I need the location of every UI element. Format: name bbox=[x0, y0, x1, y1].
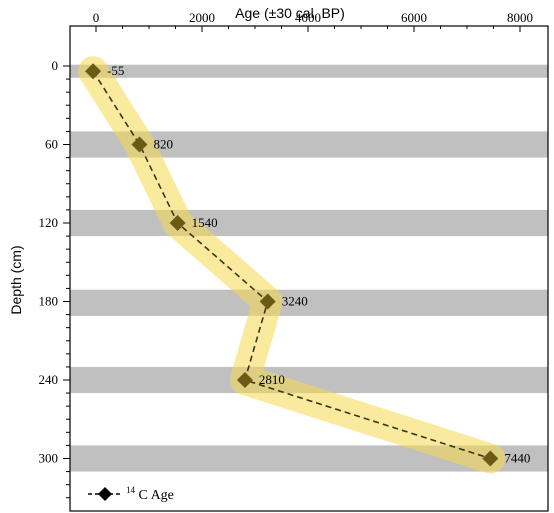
legend-series-name: C Age bbox=[139, 488, 174, 503]
data-label-0: -55 bbox=[107, 63, 124, 78]
y-tick-label-240: 240 bbox=[39, 372, 59, 387]
data-markers bbox=[85, 63, 499, 467]
y-tick-label-300: 300 bbox=[39, 450, 59, 465]
y-tick-label-0: 0 bbox=[52, 58, 59, 73]
legend-diamond-marker bbox=[98, 487, 112, 501]
legend-superscript: 14 bbox=[126, 485, 136, 495]
x-tick-label-8000: 8000 bbox=[507, 10, 533, 25]
data-point-4 bbox=[236, 371, 253, 388]
data-point-0 bbox=[85, 63, 102, 80]
data-labels: -55 820 1540 3240 2810 7440 bbox=[107, 63, 530, 465]
data-label-3: 3240 bbox=[282, 293, 308, 308]
y-tick-label-120: 120 bbox=[39, 215, 59, 230]
sample-band-3 bbox=[70, 289, 548, 316]
x-axis-title-name: Age bbox=[235, 5, 260, 21]
series-line bbox=[92, 70, 491, 460]
x-tick-label-2000: 2000 bbox=[189, 10, 215, 25]
legend-label: 14 C Age bbox=[126, 482, 174, 503]
plot-frame bbox=[69, 25, 549, 512]
data-label-2: 1540 bbox=[192, 215, 218, 230]
y-tick-label-180: 180 bbox=[39, 293, 59, 308]
data-label-4: 2810 bbox=[259, 372, 285, 387]
data-point-3 bbox=[259, 293, 276, 310]
sample-band-2 bbox=[70, 209, 548, 237]
x-axis-title: Age (±30 cal. BP) bbox=[235, 5, 345, 21]
legend: 14 C Age bbox=[88, 482, 174, 503]
data-point-1 bbox=[131, 136, 148, 153]
data-label-1: 820 bbox=[153, 136, 173, 151]
data-point-2 bbox=[169, 214, 186, 231]
data-point-5 bbox=[482, 450, 499, 467]
x-tick-label-4000: 4000 bbox=[295, 10, 321, 25]
sample-band-0 bbox=[70, 64, 548, 78]
y-tick-label-60: 60 bbox=[45, 136, 58, 151]
x-axis-title-unit: (±30 cal. BP) bbox=[264, 5, 345, 21]
axes: 0 2000 4000 6000 8000 0 60 120 180 240 300 bbox=[39, 10, 549, 512]
y-axis-title: Depth (cm) bbox=[8, 245, 24, 314]
x-tick-label-0: 0 bbox=[93, 10, 100, 25]
x-tick-label-6000: 6000 bbox=[401, 10, 427, 25]
data-label-5: 7440 bbox=[504, 450, 530, 465]
series-line-layer bbox=[92, 70, 491, 460]
